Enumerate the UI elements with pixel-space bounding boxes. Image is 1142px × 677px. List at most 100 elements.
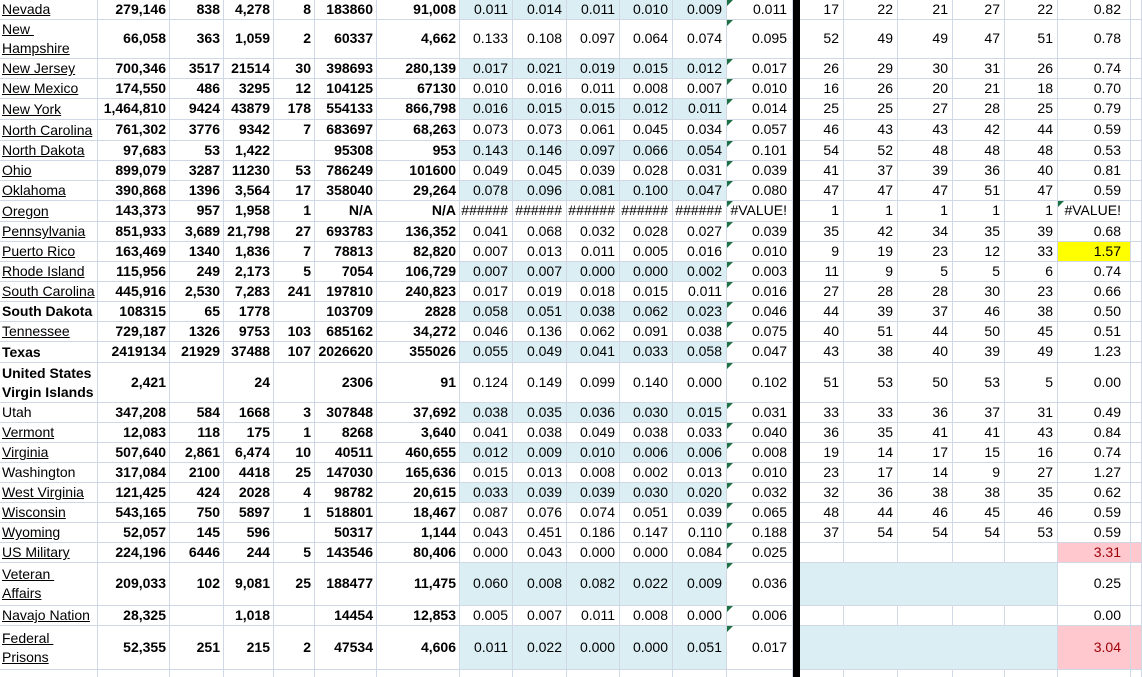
num-cell[interactable]: 7,283	[224, 282, 274, 302]
edge-cell[interactable]	[1131, 99, 1142, 120]
rate-cell[interactable]: 0.000	[620, 626, 673, 670]
rate-cell[interactable]: 0.051	[513, 302, 567, 322]
num-cell[interactable]: 103709	[315, 302, 377, 322]
num-cell[interactable]: 554133	[315, 99, 377, 120]
rate-cell[interactable]: 0.002	[673, 262, 727, 282]
rate-cell[interactable]: 0.097	[567, 141, 620, 161]
avg-cell[interactable]: 0.075	[727, 322, 793, 342]
ratio-cell[interactable]: 0.62	[1058, 483, 1131, 503]
rank-cell[interactable]: 39	[1005, 222, 1058, 242]
rank-cell[interactable]: 5	[1005, 363, 1058, 403]
num-cell[interactable]: 215	[224, 626, 274, 670]
rank-cell[interactable]: 1	[898, 201, 953, 222]
avg-cell[interactable]: 0.040	[727, 423, 793, 443]
rate-cell[interactable]: 0.027	[673, 222, 727, 242]
num-cell[interactable]: 10	[274, 443, 315, 463]
empty-cell[interactable]	[460, 670, 513, 677]
num-cell[interactable]: 2306	[315, 363, 377, 403]
num-cell[interactable]: 67130	[377, 79, 460, 99]
rate-cell[interactable]: 0.011	[673, 99, 727, 120]
rank-cell[interactable]	[898, 543, 953, 563]
rate-cell[interactable]: 0.000	[460, 543, 513, 563]
rank-cell[interactable]	[844, 543, 898, 563]
num-cell[interactable]: 9342	[224, 120, 274, 141]
num-cell[interactable]: 53	[274, 161, 315, 181]
rank-cell[interactable]	[800, 626, 844, 670]
rate-cell[interactable]: 0.010	[460, 79, 513, 99]
avg-cell[interactable]: 0.046	[727, 302, 793, 322]
num-cell[interactable]: 24	[224, 363, 274, 403]
rank-cell[interactable]: 43	[898, 120, 953, 141]
rate-cell[interactable]: 0.005	[460, 606, 513, 626]
rate-cell[interactable]: 0.087	[460, 503, 513, 523]
edge-cell[interactable]	[1131, 363, 1142, 403]
num-cell[interactable]: 104125	[315, 79, 377, 99]
avg-cell[interactable]: 0.031	[727, 403, 793, 423]
edge-cell[interactable]	[1131, 222, 1142, 242]
num-cell[interactable]	[274, 363, 315, 403]
rate-cell[interactable]: ######	[567, 201, 620, 222]
rate-cell[interactable]: 0.064	[620, 20, 673, 59]
rank-cell[interactable]: 33	[1005, 242, 1058, 262]
num-cell[interactable]: 28,325	[98, 606, 170, 626]
num-cell[interactable]: 317,084	[98, 463, 170, 483]
edge-cell[interactable]	[1131, 543, 1142, 563]
avg-cell[interactable]: 0.065	[727, 503, 793, 523]
edge-cell[interactable]	[1131, 0, 1142, 20]
rank-cell[interactable]: 48	[800, 503, 844, 523]
edge-cell[interactable]	[1131, 262, 1142, 282]
num-cell[interactable]: 851,933	[98, 222, 170, 242]
rank-cell[interactable]: 29	[844, 59, 898, 79]
rank-cell[interactable]: 54	[898, 523, 953, 543]
rate-cell[interactable]: 0.031	[673, 161, 727, 181]
rank-cell[interactable]: 21	[953, 79, 1005, 99]
rank-cell[interactable]: 27	[800, 282, 844, 302]
rank-cell[interactable]: 44	[844, 503, 898, 523]
avg-cell[interactable]: 0.057	[727, 120, 793, 141]
rank-cell[interactable]: 26	[1005, 59, 1058, 79]
num-cell[interactable]: 52,355	[98, 626, 170, 670]
num-cell[interactable]: 60337	[315, 20, 377, 59]
rate-cell[interactable]: 0.039	[567, 161, 620, 181]
rank-cell[interactable]: 28	[844, 282, 898, 302]
rank-cell[interactable]: 9	[953, 463, 1005, 483]
rank-cell[interactable]: 39	[953, 342, 1005, 363]
avg-cell[interactable]: 0.016	[727, 282, 793, 302]
rank-cell[interactable]: 46	[800, 120, 844, 141]
num-cell[interactable]: 1	[274, 503, 315, 523]
rank-cell[interactable]	[844, 563, 898, 606]
num-cell[interactable]: 507,640	[98, 443, 170, 463]
num-cell[interactable]: 486	[170, 79, 224, 99]
rank-cell[interactable]: 54	[800, 141, 844, 161]
rate-cell[interactable]: 0.100	[620, 181, 673, 201]
num-cell[interactable]: 1340	[170, 242, 224, 262]
num-cell[interactable]: 106,729	[377, 262, 460, 282]
rank-cell[interactable]: 52	[844, 141, 898, 161]
rate-cell[interactable]: 0.091	[620, 322, 673, 342]
avg-cell[interactable]: 0.039	[727, 222, 793, 242]
rank-cell[interactable]: 44	[800, 302, 844, 322]
num-cell[interactable]: 121,425	[98, 483, 170, 503]
edge-cell[interactable]	[1131, 423, 1142, 443]
edge-cell[interactable]	[1131, 563, 1142, 606]
num-cell[interactable]: 37,692	[377, 403, 460, 423]
rank-cell[interactable]: 51	[953, 181, 1005, 201]
rate-cell[interactable]: ######	[673, 201, 727, 222]
rank-cell[interactable]: 51	[844, 322, 898, 342]
avg-cell[interactable]: 0.003	[727, 262, 793, 282]
num-cell[interactable]	[274, 606, 315, 626]
num-cell[interactable]: 8	[274, 0, 315, 20]
empty-cell[interactable]	[727, 670, 793, 677]
rate-cell[interactable]: 0.011	[567, 0, 620, 20]
empty-cell[interactable]	[1005, 670, 1058, 677]
rate-cell[interactable]: 0.058	[673, 342, 727, 363]
num-cell[interactable]: 244	[224, 543, 274, 563]
empty-cell[interactable]	[800, 670, 844, 677]
empty-cell[interactable]	[844, 670, 898, 677]
rank-cell[interactable]: 46	[1005, 503, 1058, 523]
ratio-cell[interactable]: 0.66	[1058, 282, 1131, 302]
avg-cell[interactable]: 0.006	[727, 606, 793, 626]
num-cell[interactable]: 700,346	[98, 59, 170, 79]
rank-cell[interactable]	[898, 563, 953, 606]
num-cell[interactable]: 5	[274, 543, 315, 563]
